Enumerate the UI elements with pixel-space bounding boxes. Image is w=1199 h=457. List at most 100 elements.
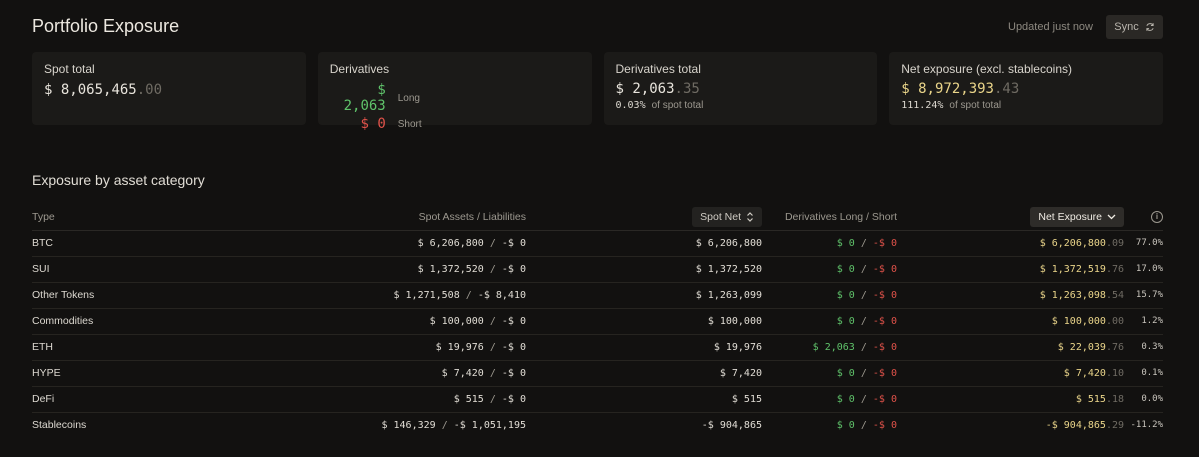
- separator: /: [489, 367, 496, 379]
- row-exposure-pct: 15.7%: [1124, 282, 1163, 309]
- row-derivatives: $ 0 / -$ 0: [762, 412, 897, 438]
- spot-liabilities: -$ 0: [501, 367, 526, 379]
- col-header-spot-assets: Spot Assets / Liabilities: [212, 204, 526, 231]
- spot-assets: $ 6,206,800: [417, 237, 484, 249]
- derivatives-long: $ 0: [836, 289, 855, 301]
- separator: /: [860, 341, 867, 353]
- derivatives-short: -$ 0: [872, 419, 897, 431]
- table-row: Other Tokens $ 1,271,508 / -$ 8,410 $ 1,26…: [32, 282, 1163, 309]
- separator: /: [860, 263, 867, 275]
- row-spot-assets-liabilities: $ 7,420 / -$ 0: [212, 360, 526, 387]
- row-net-exposure: $ 100,000.00: [897, 308, 1124, 335]
- currency-prefix: $: [901, 81, 910, 97]
- derivatives-long: $ 0: [836, 367, 855, 379]
- row-spot-net: $ 6,206,800: [526, 230, 762, 257]
- derivatives-short: -$ 0: [872, 289, 897, 301]
- value-integer: 8,972,393: [918, 81, 994, 97]
- col-header-spot-net[interactable]: Spot Net: [526, 204, 762, 231]
- derivatives-short: -$ 0: [872, 237, 897, 249]
- col-header-info[interactable]: i: [1124, 204, 1163, 231]
- table-row: Stablecoins $ 146,329 / -$ 1,051,195 -$ 90…: [32, 412, 1163, 438]
- value-decimal: .43: [993, 81, 1020, 97]
- sync-button[interactable]: Sync: [1106, 15, 1163, 39]
- row-net-exposure: $ 515.18: [897, 386, 1124, 413]
- row-spot-net: $ 7,420: [526, 360, 762, 387]
- derivatives-long-line: $ 2,063 Long: [330, 82, 580, 114]
- table-row: HYPE $ 7,420 / -$ 0 $ 7,420 $ 0 / -$ 0 $ 7,4…: [32, 360, 1163, 387]
- separator: /: [489, 315, 496, 327]
- row-type: Commodities: [32, 308, 212, 335]
- pct-value: 0.03%: [615, 100, 646, 111]
- row-derivatives: $ 0 / -$ 0: [762, 256, 897, 283]
- value-decimal: .00: [136, 82, 163, 98]
- spot-liabilities: -$ 0: [501, 237, 526, 249]
- row-derivatives: $ 0 / -$ 0: [762, 230, 897, 257]
- col-header-net-exposure[interactable]: Net Exposure: [897, 204, 1124, 231]
- separator: /: [465, 289, 472, 301]
- table-body: BTC $ 6,206,800 / -$ 0 $ 6,206,800 $ 0 / -$…: [32, 230, 1163, 438]
- page-title: Portfolio Exposure: [32, 16, 180, 36]
- row-exposure-pct: -11.2%: [1130, 420, 1163, 431]
- card-label: Derivatives total: [615, 62, 701, 76]
- separator: /: [860, 419, 867, 431]
- derivatives-long-value: $ 2,063: [330, 82, 386, 114]
- spot-assets: $ 1,372,520: [417, 263, 484, 275]
- derivatives-short: -$ 0: [872, 263, 897, 275]
- exposure-integer: $ 515: [1075, 393, 1106, 405]
- sort-updown-icon: [747, 211, 753, 222]
- derivatives-short: -$ 0: [872, 367, 897, 379]
- spot-liabilities: -$ 0: [501, 341, 526, 353]
- spot-liabilities: -$ 0: [501, 315, 526, 327]
- chevron-down-icon: [1107, 214, 1116, 220]
- net-exposure-dropdown-button[interactable]: Net Exposure: [1030, 206, 1124, 227]
- spot-assets: $ 100,000: [429, 315, 484, 327]
- table-header-row: Type Spot Assets / Liabilities Spot Net …: [32, 204, 1163, 231]
- value-decimal: .35: [674, 81, 700, 97]
- dropdown-label: Net Exposure: [1038, 210, 1102, 223]
- derivatives-short-line: $ 0 Short: [330, 116, 580, 132]
- table-row: SUI $ 1,372,520 / -$ 0 $ 1,372,520 $ 0 / -$…: [32, 256, 1163, 283]
- row-spot-assets-liabilities: $ 19,976 / -$ 0: [212, 334, 526, 361]
- table-row: BTC $ 6,206,800 / -$ 0 $ 6,206,800 $ 0 / -$…: [32, 230, 1163, 257]
- row-net-exposure: $ 1,372,519.76: [897, 256, 1124, 283]
- value-integer: 2,063: [343, 98, 386, 114]
- separator: /: [860, 367, 867, 379]
- exposure-integer: $ 1,372,519: [1039, 263, 1106, 275]
- spot-total-value: $ 8,065,465.00: [44, 82, 294, 98]
- separator: /: [489, 341, 496, 353]
- row-net-exposure: $ 6,206,800.09: [897, 230, 1124, 257]
- pct-value: 111.24%: [901, 100, 944, 111]
- row-type: Stablecoins: [32, 419, 87, 432]
- row-type: SUI: [32, 256, 212, 283]
- exposure-decimal: .29: [1105, 419, 1124, 431]
- short-tag: Short: [397, 118, 422, 130]
- long-tag: Long: [397, 92, 420, 104]
- row-type: BTC: [32, 230, 212, 257]
- card-label: Net exposure (excl. stablecoins): [901, 62, 1072, 76]
- section-title: Exposure by asset category: [32, 172, 205, 188]
- row-net-exposure: $ 7,420.10: [897, 360, 1124, 387]
- refresh-icon: [1146, 23, 1154, 31]
- separator: /: [489, 263, 496, 275]
- currency-prefix: $: [360, 116, 369, 132]
- col-header-type: Type: [32, 204, 212, 231]
- exposure-decimal: .00: [1105, 315, 1124, 327]
- info-icon[interactable]: i: [1151, 210, 1163, 223]
- derivatives-long: $ 0: [836, 419, 855, 431]
- pct-label: of spot total: [651, 100, 704, 111]
- spot-assets: $ 146,329: [381, 419, 436, 431]
- spot-liabilities: -$ 0: [501, 263, 526, 275]
- row-spot-assets-liabilities: $ 1,271,508 / -$ 8,410: [212, 282, 526, 309]
- table-row: DeFi $ 515 / -$ 0 $ 515 $ 0 / -$ 0 $ 515.18 0…: [32, 386, 1163, 413]
- spot-net-sort-button[interactable]: Spot Net: [692, 206, 762, 227]
- derivatives-long: $ 2,063: [812, 341, 855, 353]
- row-exposure-pct: 0.3%: [1124, 334, 1163, 361]
- currency-prefix: $: [377, 82, 386, 98]
- exposure-integer: -$ 904,865: [1045, 419, 1106, 431]
- col-header-derivatives: Derivatives Long / Short: [762, 204, 897, 231]
- row-exposure-pct: 1.2%: [1124, 308, 1163, 335]
- currency-prefix: $: [44, 82, 53, 98]
- row-spot-net: $ 100,000: [526, 308, 762, 335]
- derivatives-short: -$ 0: [872, 393, 897, 405]
- derivatives-long: $ 0: [836, 315, 855, 327]
